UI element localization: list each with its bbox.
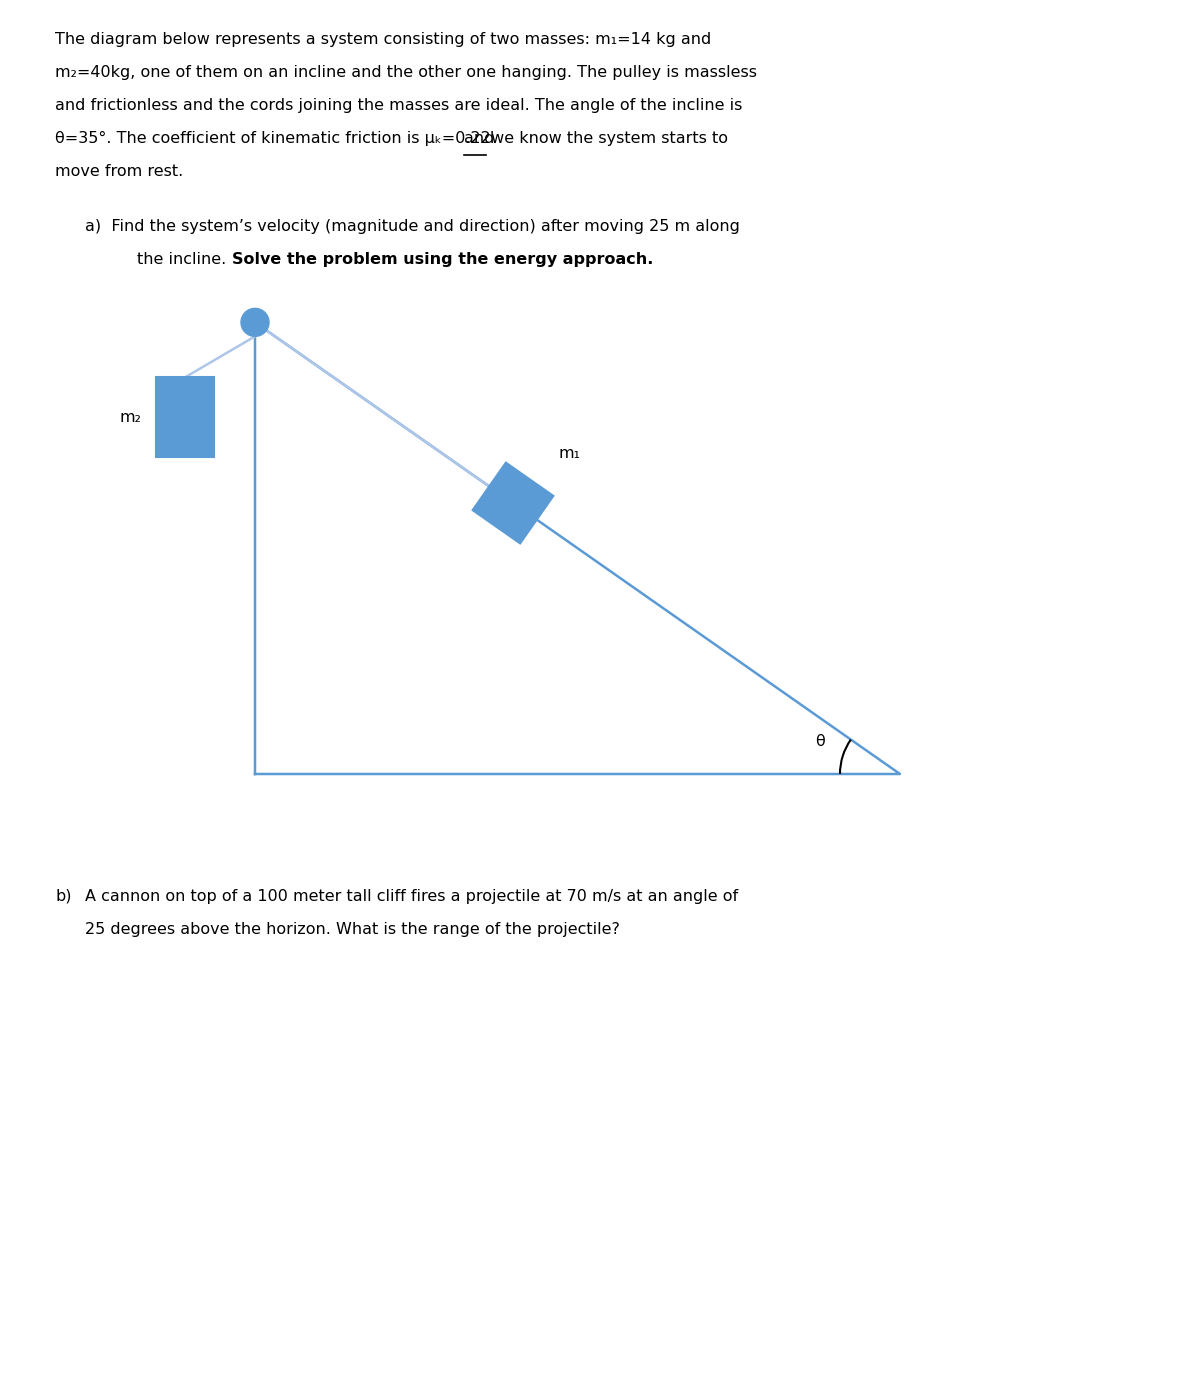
Text: 25 degrees above the horizon. What is the range of the projectile?: 25 degrees above the horizon. What is th… bbox=[85, 922, 620, 937]
Text: A cannon on top of a 100 meter tall cliff fires a projectile at 70 m/s at an ang: A cannon on top of a 100 meter tall clif… bbox=[85, 889, 738, 904]
Text: m₂: m₂ bbox=[119, 410, 142, 425]
Text: The diagram below represents a system consisting of two masses: m₁=14 kg and: The diagram below represents a system co… bbox=[55, 32, 712, 47]
Text: and frictionless and the cords joining the masses are ideal. The angle of the in: and frictionless and the cords joining t… bbox=[55, 98, 743, 113]
Text: θ: θ bbox=[815, 734, 824, 749]
Text: m₂=40kg, one of them on an incline and the other one hanging. The pulley is mass: m₂=40kg, one of them on an incline and t… bbox=[55, 65, 757, 80]
Polygon shape bbox=[473, 462, 553, 544]
Text: a)  Find the system’s velocity (magnitude and direction) after moving 25 m along: a) Find the system’s velocity (magnitude… bbox=[85, 219, 740, 234]
Bar bbox=[156, 378, 214, 457]
Text: move from rest.: move from rest. bbox=[55, 163, 184, 179]
Text: and: and bbox=[463, 131, 494, 145]
Text: θ=35°. The coefficient of kinematic friction is μₖ=0.22: θ=35°. The coefficient of kinematic fric… bbox=[55, 131, 496, 147]
Text: we know the system starts to: we know the system starts to bbox=[486, 131, 727, 145]
Text: Solve the problem using the energy approach.: Solve the problem using the energy appro… bbox=[232, 252, 653, 267]
Circle shape bbox=[241, 309, 269, 336]
Text: m₁: m₁ bbox=[558, 446, 580, 461]
Text: b): b) bbox=[55, 889, 72, 904]
Text: the incline.: the incline. bbox=[137, 252, 232, 267]
